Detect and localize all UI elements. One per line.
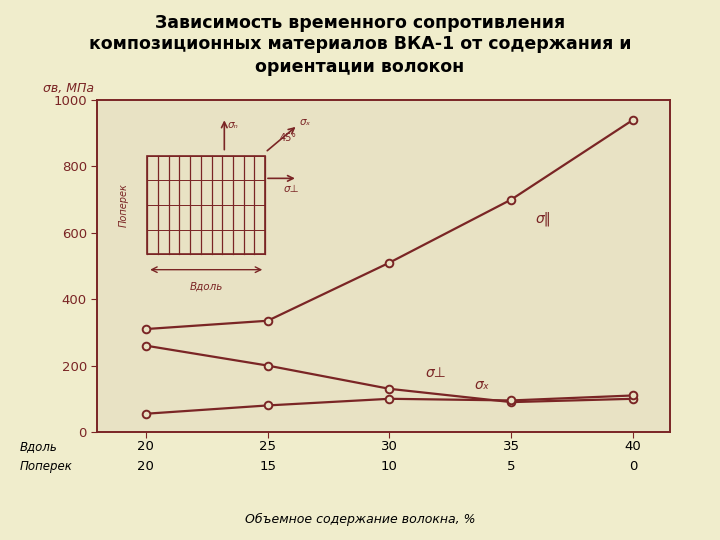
Text: 0: 0 bbox=[629, 460, 637, 473]
Text: σₓ: σₓ bbox=[474, 378, 490, 392]
Text: Объемное содержание волокна, %: Объемное содержание волокна, % bbox=[245, 514, 475, 526]
Text: σ‖: σ‖ bbox=[536, 212, 552, 226]
Text: Вдоль: Вдоль bbox=[19, 440, 57, 453]
Text: композиционных материалов ВКА-1 от содержания и: композиционных материалов ВКА-1 от содер… bbox=[89, 35, 631, 53]
Text: Зависимость временного сопротивления: Зависимость временного сопротивления bbox=[155, 14, 565, 31]
Text: ориентации волокон: ориентации волокон bbox=[256, 58, 464, 76]
Text: 15: 15 bbox=[259, 460, 276, 473]
Text: 40: 40 bbox=[625, 440, 642, 453]
Text: 30: 30 bbox=[381, 440, 398, 453]
Text: Поперек: Поперек bbox=[19, 460, 72, 473]
Text: 20: 20 bbox=[138, 460, 154, 473]
Text: σв, МПа: σв, МПа bbox=[42, 82, 94, 95]
Text: 35: 35 bbox=[503, 440, 520, 453]
Text: 25: 25 bbox=[259, 440, 276, 453]
Text: 10: 10 bbox=[381, 460, 398, 473]
Text: 20: 20 bbox=[138, 440, 154, 453]
Text: σ⊥: σ⊥ bbox=[426, 366, 447, 380]
Text: 5: 5 bbox=[507, 460, 516, 473]
